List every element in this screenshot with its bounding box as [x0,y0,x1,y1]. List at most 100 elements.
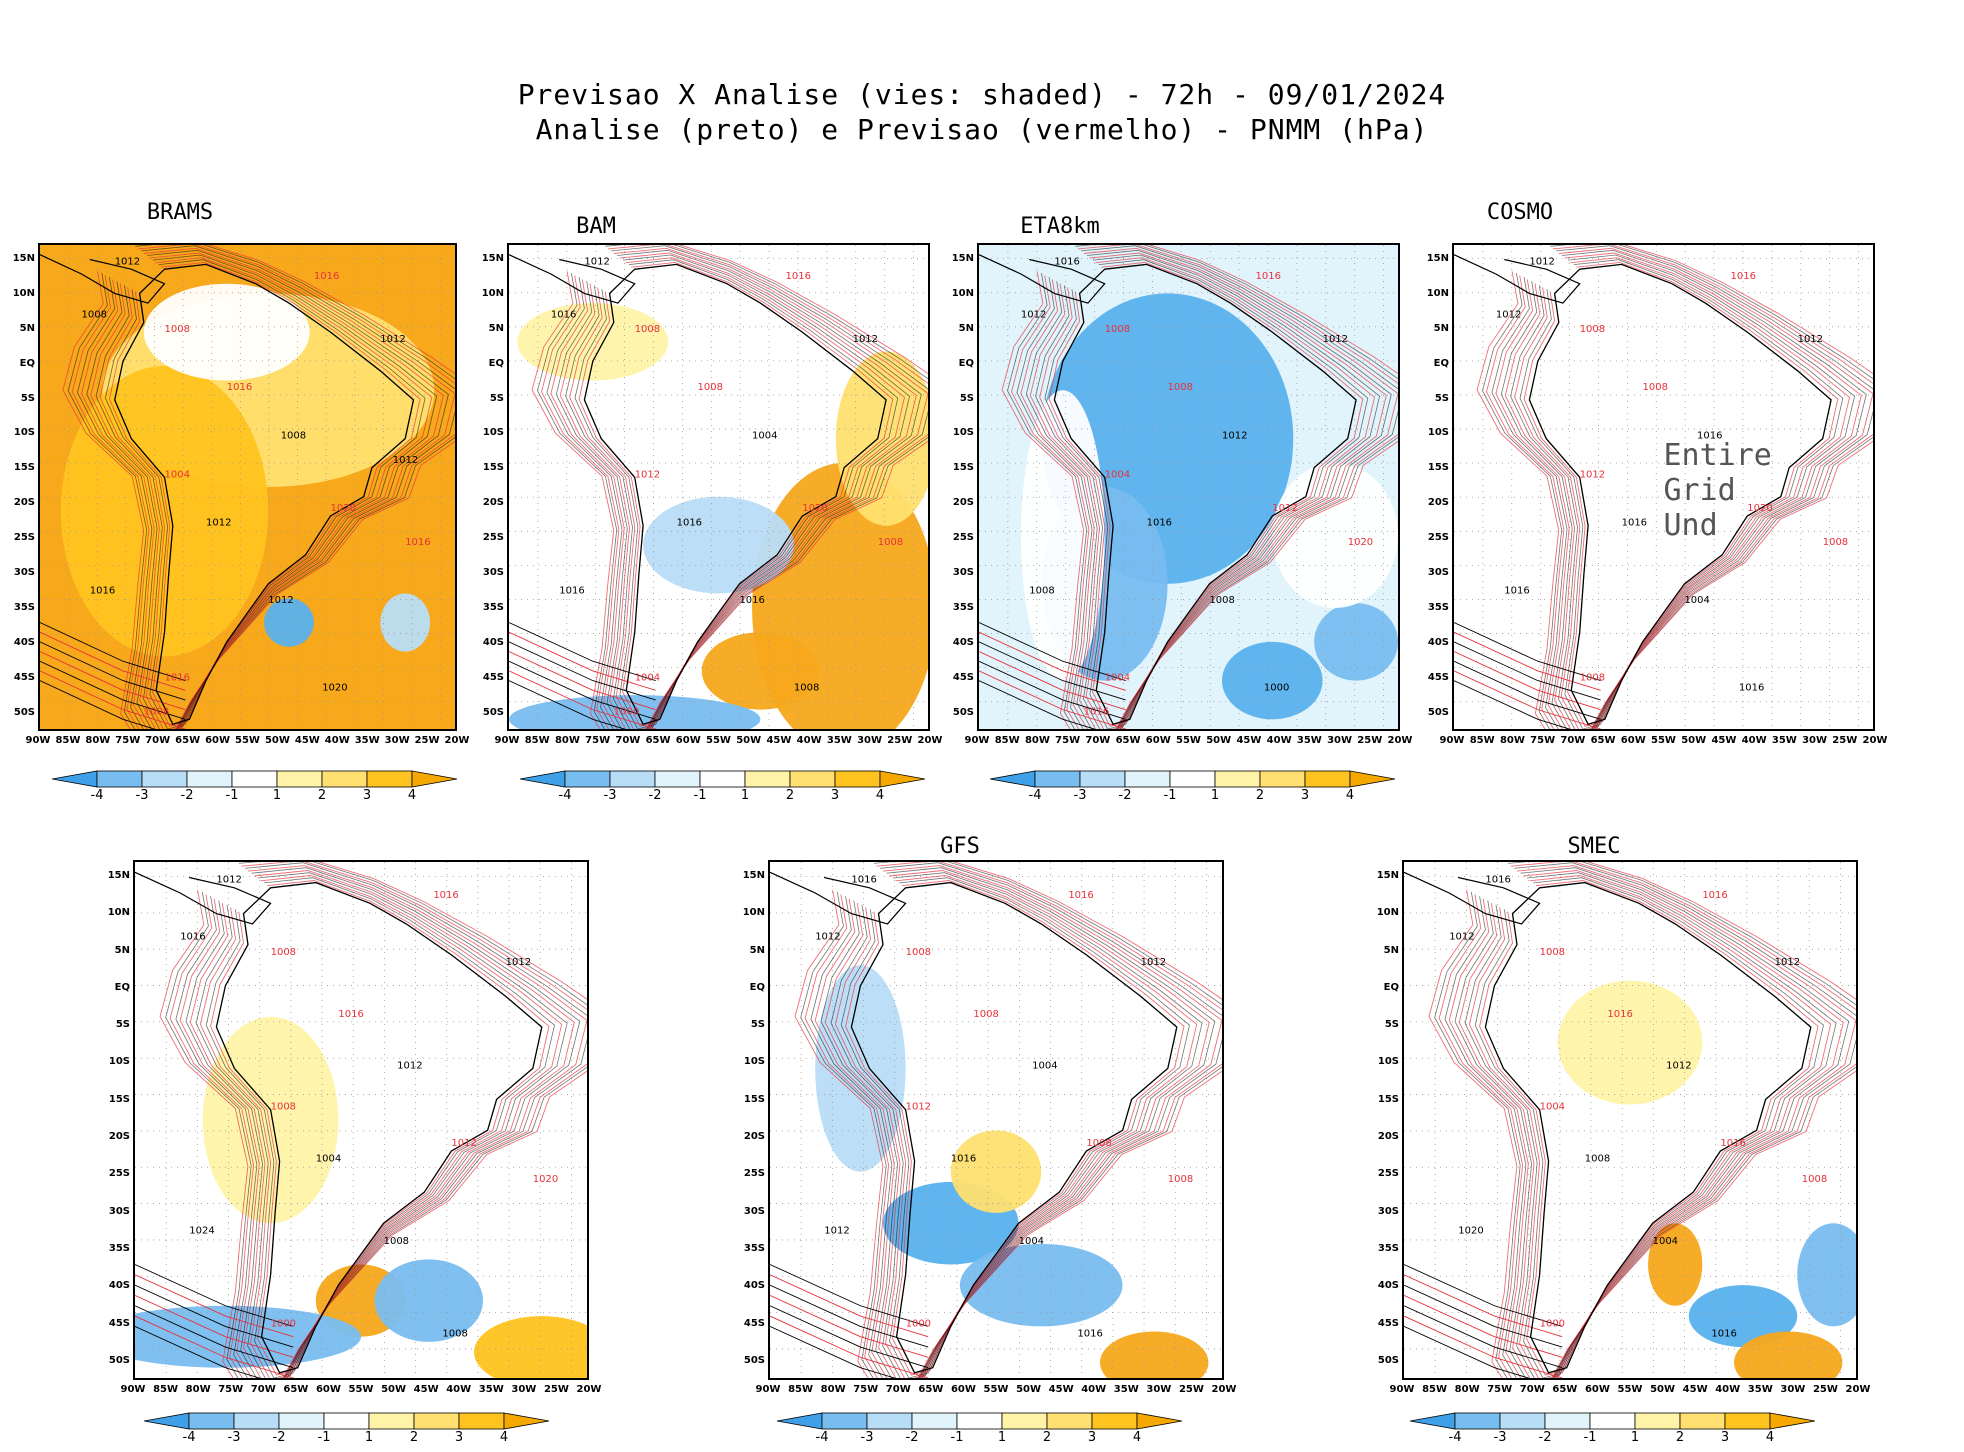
isobar-label: 1008 [1580,324,1605,335]
isobar-label: 1016 [90,585,115,596]
isobar-label: 1008 [1029,585,1054,596]
isobar-label: 1016 [1739,682,1764,693]
bias-region [143,283,310,381]
lat-tick-label: 40S [108,1280,130,1292]
lon-tick-label: 80W [1499,735,1525,746]
map-canvas-p5: 1012 1016 1016 1008 1012 1016 1012 1008 1004 1012… [135,862,587,1378]
panel-title-bam: BAM [576,214,616,239]
central-america-coastline [979,254,1106,304]
isobar-label: 1016 [559,585,584,596]
isobar-label: 1016 [1054,256,1079,267]
forecast-isobar [1476,245,1873,729]
lon-tick-label: 20W [1862,735,1888,746]
forecast-isobar [199,875,563,1378]
panel-title-gfs: GFS [940,834,980,859]
colorbar-label: -4 [182,1430,196,1445]
lat-tick-label: 25S [743,1168,765,1180]
isobar-label: 1008 [794,682,819,693]
isobar-label: 1012 [1798,334,1823,345]
isobar-label: 1016 [338,1009,363,1020]
isobar-label: 1012 [815,931,840,942]
lat-tick-label: 10S [1377,1056,1399,1068]
analysis-isobar [1454,660,1601,720]
analysis-isobar [1500,249,1867,729]
isobar-label: 1000 [614,706,639,717]
colorbar-segment [1349,770,1396,788]
forecast-isobar [541,245,928,729]
lat-tick-label: 20S [1377,1131,1399,1143]
forecast-isobar [531,245,928,729]
colorbar-label: -2 [180,788,194,803]
lat-tick-label: 45S [1377,1317,1399,1329]
analysis-isobar [1404,1284,1563,1348]
forecast-isobar [71,245,455,729]
isobar-label: 1004 [1019,1236,1044,1247]
colorbar-segment [699,770,746,788]
colorbar-label: 3 [1720,1430,1730,1445]
analysis-isobar [820,867,1216,1378]
colorbar-segment [1259,770,1306,788]
lon-tick-label: 45W [1048,1384,1074,1395]
lon-tick-label: 75W [1487,1384,1513,1395]
isobar-label: 1004 [635,673,660,684]
colorbar-segment [368,1412,415,1430]
colorbar-label: -1 [225,788,239,803]
lat-tick-label: 50S [743,1354,765,1366]
forecast-isobar [509,651,656,711]
analysis-isobar [86,249,449,729]
forecast-isobar [135,1315,294,1378]
lat-tick-label: 30S [482,566,504,578]
lon-tick-label: 50W [381,1384,407,1395]
analysis-isobar [800,862,1222,1378]
lon-tick-label: 70W [1519,1384,1545,1395]
isobar-label: 1008 [271,947,296,958]
central-america-coastline [770,871,907,925]
bias-region [374,1259,484,1342]
lat-tick-label: 10N [742,907,765,919]
lat-tick-label: 20S [743,1131,765,1143]
map-canvas-gfs: 1016 1016 1012 1008 1012 1008 1004 1012 1016 1008… [770,862,1222,1378]
lat-tick-label: 35S [482,601,504,613]
lat-tick-label: 5N [1433,322,1449,334]
colorbar-segment [503,1412,550,1430]
analysis-isobar [165,862,587,1378]
map-brams: 1012 1016 1008 1008 1012 1016 1008 1004 1012 1020… [38,243,457,731]
colorbar-label: -2 [1118,788,1132,803]
isobar-label: 1008 [165,324,190,335]
lon-tick-label: 55W [348,1384,374,1395]
lat-tick-label: 50S [1377,1354,1399,1366]
lat-tick-label: 50S [108,1354,130,1366]
isobar-label: 1012 [824,1226,849,1237]
lon-tick-label: 40W [796,735,822,746]
analysis-isobar [546,245,928,729]
analysis-isobar [135,1284,294,1348]
isobar-label: 1008 [973,1009,998,1020]
map-cosmo: 1012 1016 1012 1008 1012 1008 1016 1012 1016 1020… [1452,243,1875,731]
isobar-label: 1020 [322,682,347,693]
lat-tick-label: 50S [1427,706,1449,718]
colorbar-segment [1769,1412,1816,1430]
forecast-isobar [550,247,928,729]
analysis-isobar [40,660,186,720]
isobar-label: 1008 [1209,595,1234,606]
lat-tick-label: 25S [1427,532,1449,544]
analysis-isobar [1016,245,1398,729]
isobar-label: 1004 [1105,469,1130,480]
forecast-isobar [1428,862,1856,1378]
forecast-isobar [509,670,656,729]
isobar-label: 1008 [878,537,903,548]
map-canvas-smec: 1016 1016 1012 1008 1012 1016 1012 1004 1008 1016… [1404,862,1856,1378]
bias-region [1020,390,1105,681]
lon-tick-label: 30W [857,735,883,746]
lon-tick-label: 20W [444,735,470,746]
isobar-label: 1016 [1622,518,1647,529]
lon-tick-label: 35W [1296,735,1322,746]
analysis-isobar [565,254,911,729]
isobar-label: 1012 [1323,334,1348,345]
analysis-isobar [175,862,587,1378]
isobar-label: 1008 [698,382,723,393]
colorbar-segment [278,1412,325,1430]
isobar-label: 1016 [786,271,811,282]
lon-tick-label: 45W [1682,1384,1708,1395]
lon-tick-label: 20W [576,1384,602,1395]
